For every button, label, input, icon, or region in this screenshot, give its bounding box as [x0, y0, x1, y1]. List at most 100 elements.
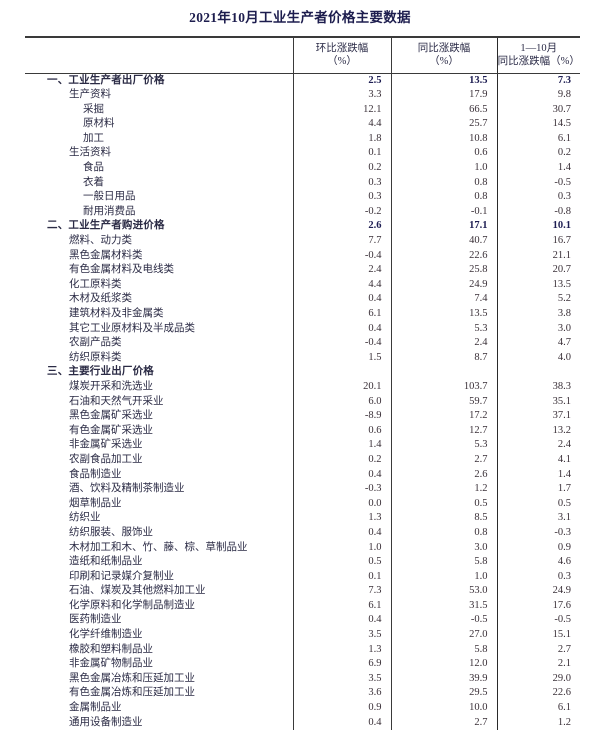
row-value-mom: 0.3: [293, 175, 392, 191]
table-body: 一、工业生产者出厂价格 2.5 13.5 7.3 生产资料 3.3 17.9 9.8 采掘 12.…: [25, 73, 580, 731]
row-value-cumulative: 3.1: [557, 512, 571, 524]
row-value-yoy: 53.0: [391, 584, 498, 599]
row-value-cumulative: 2.7: [557, 643, 571, 655]
row-value-yoy: 10.8: [391, 131, 498, 147]
row-label: 生活资料: [25, 146, 294, 162]
row-label: 煤炭开采和洗选业: [25, 379, 294, 395]
table-row: 黑色金属矿采选业 -8.9 17.2 37.1: [25, 409, 580, 424]
table-row: 其它工业原材料及半成品类 0.4 5.3 3.0: [25, 321, 580, 337]
table-row: 煤炭开采和洗选业 20.1 103.7 38.3: [25, 379, 580, 395]
row-value-yoy: 3.0: [391, 540, 498, 556]
row-value-yoy: 0.8: [391, 175, 498, 191]
row-label: 建筑材料及非金属类: [25, 307, 294, 322]
table-row: 燃料、动力类 7.7 40.7 16.7: [25, 234, 580, 249]
row-value-yoy: -0.5: [391, 613, 498, 629]
row-value-yoy: [391, 365, 498, 380]
table-row: 生产资料 3.3 17.9 9.8: [25, 88, 580, 103]
row-value-yoy: 17.2: [391, 409, 498, 424]
row-value-yoy: 25.8: [391, 263, 498, 278]
row-value-cumulative: -0.5: [554, 176, 571, 188]
row-label: 橡胶和塑料制品业: [25, 642, 294, 658]
table-row: 化工原料类 4.4 24.9 13.5: [25, 277, 580, 293]
row-value-cumulative: -0.5: [554, 614, 571, 626]
row-label: 金属制品业: [25, 701, 294, 716]
row-value-yoy: 1.0: [391, 569, 498, 585]
table-row: 耐用消费品 -0.2 -0.1 -0.8: [25, 204, 580, 220]
table-row: 纺织原料类 1.5 8.7 4.0: [25, 350, 580, 366]
row-value-mom: -0.4: [293, 248, 392, 264]
row-value-yoy: 0.8: [391, 525, 498, 541]
row-label: 食品制造业: [25, 467, 294, 483]
row-value-mom: 0.4: [293, 715, 392, 731]
row-value-cumulative: 1.2: [557, 716, 571, 728]
row-value-yoy: 103.7: [391, 379, 498, 395]
row-value-cumulative: 0.2: [557, 147, 571, 159]
column-header-cumulative: 1—10月 同比涨跌幅（%）: [497, 36, 580, 74]
row-label: 化工原料类: [25, 277, 294, 293]
row-value-cumulative: 3.8: [557, 308, 571, 319]
row-value-yoy: 31.5: [391, 598, 498, 614]
row-value-mom: 1.5: [293, 350, 392, 366]
row-label: 非金属矿物制品业: [25, 657, 294, 672]
row-value-cumulative: 1.7: [557, 483, 571, 495]
table-row: 农副食品加工业 0.2 2.7 4.1: [25, 452, 580, 468]
table-row: 化学纤维制造业 3.5 27.0 15.1: [25, 628, 580, 643]
row-value-mom: 0.0: [293, 496, 392, 512]
row-value-yoy: 2.4: [391, 336, 498, 351]
row-value-yoy: 7.4: [391, 292, 498, 307]
row-label: 石油和天然气开采业: [25, 394, 294, 410]
row-value-cumulative: 38.3: [552, 380, 571, 392]
table-row: 二、工业生产者购进价格 2.6 17.1 10.1: [25, 219, 580, 235]
row-value-mom: 6.1: [293, 307, 392, 322]
row-value-cumulative: 37.1: [552, 410, 571, 422]
row-value-yoy: 17.9: [391, 88, 498, 103]
row-value-cumulative: 0.9: [557, 541, 571, 553]
row-value-mom: 6.9: [293, 657, 392, 672]
row-value-yoy: 13.5: [391, 73, 498, 89]
row-value-yoy: 5.3: [391, 438, 498, 453]
row-value-yoy: 22.6: [391, 248, 498, 264]
table-row: 采掘 12.1 66.5 30.7: [25, 102, 580, 118]
row-value-yoy: 25.7: [391, 117, 498, 132]
column-header-yoy: 同比涨跌幅 （%）: [391, 36, 498, 74]
row-label: 黑色金属冶炼和压延加工业: [25, 671, 294, 687]
row-value-mom: 1.8: [293, 131, 392, 147]
ppi-data-table-container: 环比涨跌幅 （%） 同比涨跌幅 （%） 1—10月 同比涨跌幅（%） 一、工业生…: [25, 36, 580, 731]
row-label: 纺织服装、服饰业: [25, 525, 294, 541]
row-value-cumulative: 17.6: [552, 599, 571, 611]
row-value-yoy: 24.9: [391, 277, 498, 293]
table-row: 木材及纸浆类 0.4 7.4 5.2: [25, 292, 580, 307]
row-value-cumulative: 0.5: [557, 497, 571, 509]
row-value-cumulative: 14.5: [552, 118, 571, 130]
row-value-mom: 4.4: [293, 117, 392, 132]
row-value-cumulative: 13.2: [552, 424, 571, 436]
table-row: 烟草制品业 0.0 0.5 0.5: [25, 496, 580, 512]
row-value-mom: -0.2: [293, 204, 392, 220]
row-section-label: 一、工业生产者出厂价格: [25, 73, 294, 89]
table-row: 有色金属矿采选业 0.6 12.7 13.2: [25, 423, 580, 439]
row-value-yoy: 5.8: [391, 555, 498, 570]
row-label: 非金属矿采选业: [25, 438, 294, 453]
row-label: 通用设备制造业: [25, 715, 294, 731]
row-value-cumulative: 16.7: [552, 235, 571, 247]
row-value-mom: 20.1: [293, 379, 392, 395]
row-label: 化学纤维制造业: [25, 628, 294, 643]
row-value-mom: 6.0: [293, 394, 392, 410]
row-label: 化学原料和化学制品制造业: [25, 598, 294, 614]
table-row: 黑色金属冶炼和压延加工业 3.5 39.9 29.0: [25, 671, 580, 687]
table-row: 黑色金属材料类 -0.4 22.6 21.1: [25, 248, 580, 264]
row-label: 加工: [25, 131, 294, 147]
row-value-cumulative: 13.5: [552, 278, 571, 290]
row-value-yoy: 2.7: [391, 715, 498, 731]
row-value-mom: 3.5: [293, 628, 392, 643]
row-value-cumulative: 9.8: [557, 89, 571, 101]
row-value-cumulative: 6.1: [557, 132, 571, 144]
table-row: 通用设备制造业 0.4 2.7 1.2: [25, 715, 580, 731]
row-value-yoy: 5.3: [391, 321, 498, 337]
row-value-cumulative: [497, 365, 580, 380]
row-label: 石油、煤炭及其他燃料加工业: [25, 584, 294, 599]
table-row: 生活资料 0.1 0.6 0.2: [25, 146, 580, 162]
table-row: 食品制造业 0.4 2.6 1.4: [25, 467, 580, 483]
row-label: 一般日用品: [25, 190, 294, 205]
row-value-cumulative: -0.8: [554, 205, 571, 217]
